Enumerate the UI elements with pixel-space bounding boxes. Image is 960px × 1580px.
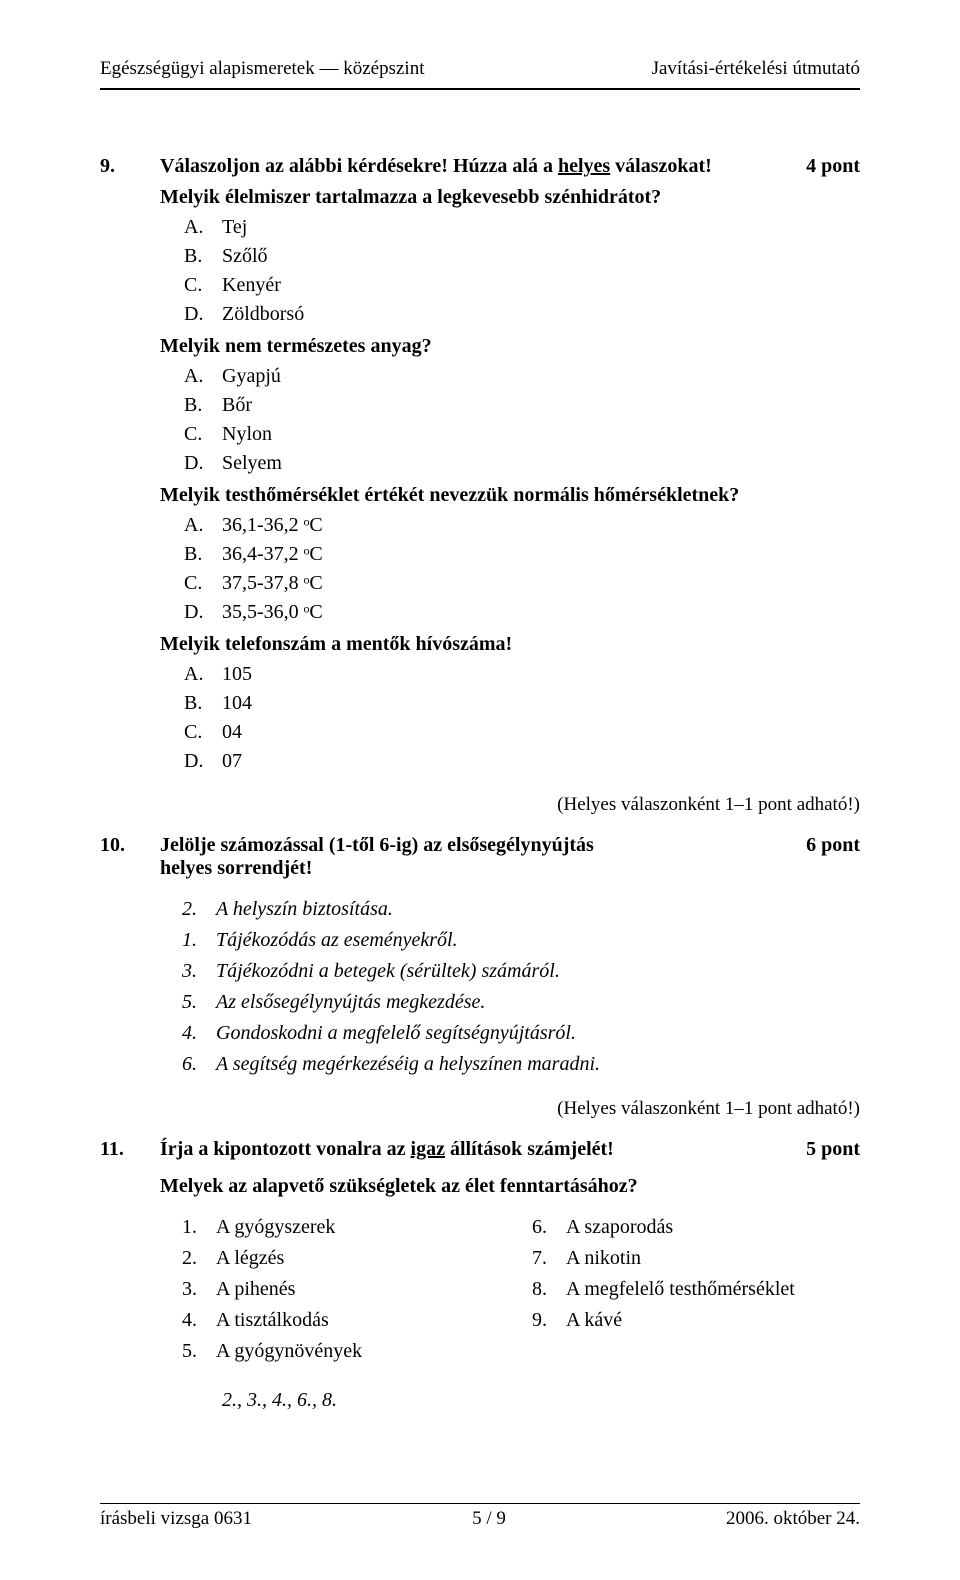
q11-title: Írja a kipontozott vonalra az igaz állít…	[160, 1138, 776, 1161]
note-1: (Helyes válaszonként 1–1 pont adható!)	[100, 794, 860, 816]
footer-center: 5 / 9	[472, 1508, 506, 1530]
q9-title-underline: helyes	[558, 155, 610, 177]
note-2: (Helyes válaszonként 1–1 pont adható!)	[100, 1098, 860, 1120]
q11-need-item: 4.A tisztálkodás	[182, 1305, 510, 1336]
q9-opt1-A: A.Tej	[184, 213, 860, 242]
q10-item: 2.A helyszín biztosítása.	[182, 894, 860, 925]
q11-need-item: 1.A gyógyszerek	[182, 1212, 510, 1243]
q11-need-item: 3.A pihenés	[182, 1274, 510, 1305]
question-9-header: 9. Válaszoljon az alábbi kérdésekre! Húz…	[100, 155, 860, 178]
q9-sub1: Melyik élelmiszer tartalmazza a legkeves…	[160, 186, 860, 209]
q9-opt2-A: A.Gyapjú	[184, 362, 860, 391]
q9-sub2: Melyik nem természetes anyag?	[160, 335, 860, 358]
q10-item: 5.Az elsősegélynyújtás megkezdése.	[182, 987, 860, 1018]
footer-left: írásbeli vizsga 0631	[100, 1508, 252, 1530]
q11-need-item: 5.A gyógynövények	[182, 1336, 510, 1367]
header-left: Egészségügyi alapismeretek — középszint	[100, 58, 424, 80]
page-header: Egészségügyi alapismeretek — középszint …	[100, 58, 860, 80]
q10-number: 10.	[100, 834, 160, 857]
q11-col-right: 6.A szaporodás 7.A nikotin 8.A megfelelő…	[510, 1212, 860, 1367]
question-11-header: 11. Írja a kipontozott vonalra az igaz á…	[100, 1138, 860, 1161]
question-10-header: 10. Jelölje számozással (1-től 6-ig) az …	[100, 834, 860, 880]
q9-sub4: Melyik telefonszám a mentők hívószáma!	[160, 633, 860, 656]
q9-opt2-B: B.Bőr	[184, 391, 860, 420]
q11-answer: 2., 3., 4., 6., 8.	[222, 1389, 860, 1412]
q9-opt3-A: A.36,1-36,2 ᵒC	[184, 511, 860, 540]
q11-title-post: állítások számjelét!	[445, 1138, 614, 1160]
q11-points: 5 pont	[806, 1138, 860, 1161]
q9-points: 4 pont	[806, 155, 860, 178]
q11-need-item: 6.A szaporodás	[532, 1212, 860, 1243]
q11-columns: 1.A gyógyszerek 2.A légzés 3.A pihenés 4…	[160, 1212, 860, 1367]
q9-title: Válaszoljon az alábbi kérdésekre! Húzza …	[160, 155, 776, 178]
header-rule	[100, 88, 860, 90]
q11-need-item: 8.A megfelelő testhőmérséklet	[532, 1274, 860, 1305]
footer-rule	[100, 1503, 860, 1504]
q10-title-line1: Jelölje számozással (1-től 6-ig) az első…	[160, 834, 594, 856]
q10-item: 4.Gondoskodni a megfelelő segítségnyújtá…	[182, 1018, 860, 1049]
q9-opt4-C: C.04	[184, 718, 860, 747]
q9-title-pre: Válaszoljon az alábbi kérdésekre! Húzza …	[160, 155, 558, 177]
q9-opt1-B: B.Szőlő	[184, 242, 860, 271]
q9-sub3: Melyik testhőmérséklet értékét nevezzük …	[160, 484, 860, 507]
q10-title: Jelölje számozással (1-től 6-ig) az első…	[160, 834, 776, 880]
q9-opt4-A: A.105	[184, 660, 860, 689]
q9-opt1-C: C.Kenyér	[184, 271, 860, 300]
q9-opt1-D: D.Zöldborsó	[184, 300, 860, 329]
q11-need-item: 2.A légzés	[182, 1243, 510, 1274]
q11-title-pre: Írja a kipontozott vonalra az	[160, 1138, 411, 1160]
q10-title-line2: helyes sorrendjét!	[160, 857, 312, 879]
q11-need-item: 7.A nikotin	[532, 1243, 860, 1274]
q9-opt4-B: B.104	[184, 689, 860, 718]
q9-opt2-D: D.Selyem	[184, 449, 860, 478]
q9-title-post: válaszokat!	[610, 155, 712, 177]
q11-sub: Melyek az alapvető szükségletek az élet …	[160, 1175, 860, 1198]
q9-opt3-B: B.36,4-37,2 ᵒC	[184, 540, 860, 569]
q9-number: 9.	[100, 155, 160, 178]
q9-opt4-D: D.07	[184, 747, 860, 776]
footer-right: 2006. október 24.	[726, 1508, 860, 1530]
q9-opt3-D: D.35,5-36,0 ᵒC	[184, 598, 860, 627]
q10-item: 3.Tájékozódni a betegek (sérültek) számá…	[182, 956, 860, 987]
q9-opt2-C: C.Nylon	[184, 420, 860, 449]
q10-points: 6 pont	[806, 834, 860, 857]
q10-item: 6.A segítség megérkezéséig a helyszínen …	[182, 1049, 860, 1080]
q10-body: 2.A helyszín biztosítása. 1.Tájékozódás …	[160, 894, 860, 1080]
page-footer: írásbeli vizsga 0631 5 / 9 2006. október…	[100, 1503, 860, 1530]
header-right: Javítási-értékelési útmutató	[652, 58, 860, 80]
q11-number: 11.	[100, 1138, 160, 1161]
q11-body: Melyek az alapvető szükségletek az élet …	[160, 1175, 860, 1412]
q9-body: Melyik élelmiszer tartalmazza a legkeves…	[160, 186, 860, 776]
q9-opt3-C: C.37,5-37,8 ᵒC	[184, 569, 860, 598]
q11-col-left: 1.A gyógyszerek 2.A légzés 3.A pihenés 4…	[160, 1212, 510, 1367]
q11-need-item: 9.A kávé	[532, 1305, 860, 1336]
q10-list: 2.A helyszín biztosítása. 1.Tájékozódás …	[182, 894, 860, 1080]
q11-title-underline: igaz	[411, 1138, 445, 1160]
q10-item: 1.Tájékozódás az eseményekről.	[182, 925, 860, 956]
